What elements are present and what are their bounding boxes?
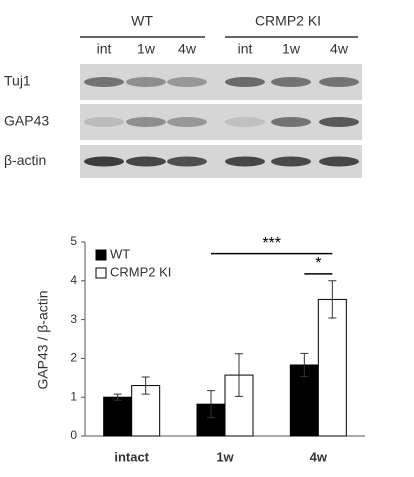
band (126, 77, 166, 87)
x-tick-label: 1w (216, 449, 234, 464)
error-bar (328, 280, 337, 319)
band (319, 77, 359, 87)
y-tick-label: 0 (70, 428, 77, 442)
lane-label: 4w (178, 41, 197, 57)
group-label: WT (131, 13, 153, 29)
band (167, 156, 207, 167)
y-tick-label: 3 (70, 312, 77, 326)
band (126, 117, 166, 127)
band (319, 156, 359, 167)
legend-label: WT (110, 246, 130, 261)
band (84, 156, 124, 167)
band (271, 117, 311, 127)
error-bar (207, 390, 215, 419)
row-label: GAP43 (4, 113, 49, 129)
band (225, 117, 265, 127)
band (126, 156, 166, 167)
band (271, 156, 311, 167)
lane-label: 1w (282, 41, 301, 57)
blot-strip (80, 64, 362, 100)
y-axis-label: GAP43 / β-actin (35, 290, 51, 389)
y-tick-label: 2 (70, 351, 77, 365)
bar (103, 396, 133, 437)
legend-label: CRMP2 KI (110, 264, 171, 279)
significance-label: *** (262, 235, 281, 252)
band (319, 117, 359, 127)
y-tick-label: 4 (70, 273, 77, 287)
error-bar (235, 353, 243, 397)
lane-label: 4w (330, 41, 349, 57)
y-tick-label: 1 (70, 389, 77, 403)
band (167, 77, 207, 87)
lane-label: int (97, 41, 112, 57)
error-bar (113, 393, 122, 401)
bar (317, 298, 347, 437)
blot-strip (80, 104, 362, 140)
x-tick-label: 4w (310, 449, 328, 464)
significance-label: * (315, 255, 321, 272)
lane-label: 1w (137, 41, 156, 57)
legend-swatch (95, 249, 107, 261)
row-label: β-actin (4, 152, 46, 168)
band (84, 77, 124, 87)
lane-label: int (238, 41, 253, 57)
error-bar (141, 376, 150, 395)
band (167, 117, 207, 127)
x-tick-label: intact (114, 449, 149, 464)
legend-swatch (95, 267, 107, 279)
band (225, 77, 265, 87)
error-bar (300, 352, 309, 378)
group-label: CRMP2 KI (255, 13, 321, 29)
band (225, 156, 265, 167)
y-tick-label: 5 (70, 234, 77, 248)
row-label: Tuj1 (4, 73, 31, 89)
band (271, 77, 311, 87)
band (84, 117, 124, 127)
western-blot: WT CRMP2 KI int 1w 4w int 1w 4w Tuj1 GAP43 β-act… (4, 13, 362, 178)
